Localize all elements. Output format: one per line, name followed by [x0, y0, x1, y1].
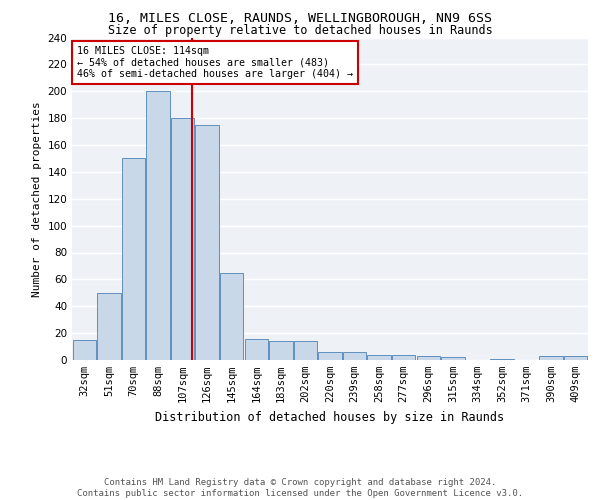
Bar [196, 125, 219, 360]
Bar [564, 356, 587, 360]
Bar [73, 340, 96, 360]
Bar [441, 358, 464, 360]
Text: Size of property relative to detached houses in Raunds: Size of property relative to detached ho… [107, 24, 493, 37]
Y-axis label: Number of detached properties: Number of detached properties [32, 101, 42, 296]
Bar [490, 358, 514, 360]
Bar [245, 338, 268, 360]
Bar [539, 356, 563, 360]
Bar [367, 354, 391, 360]
Bar [171, 118, 194, 360]
X-axis label: Distribution of detached houses by size in Raunds: Distribution of detached houses by size … [155, 410, 505, 424]
Text: 16 MILES CLOSE: 114sqm
← 54% of detached houses are smaller (483)
46% of semi-de: 16 MILES CLOSE: 114sqm ← 54% of detached… [77, 46, 353, 79]
Text: 16, MILES CLOSE, RAUNDS, WELLINGBOROUGH, NN9 6SS: 16, MILES CLOSE, RAUNDS, WELLINGBOROUGH,… [108, 12, 492, 26]
Bar [319, 352, 341, 360]
Bar [343, 352, 366, 360]
Text: Contains HM Land Registry data © Crown copyright and database right 2024.
Contai: Contains HM Land Registry data © Crown c… [77, 478, 523, 498]
Bar [97, 293, 121, 360]
Bar [294, 341, 317, 360]
Bar [220, 272, 244, 360]
Bar [269, 341, 293, 360]
Bar [122, 158, 145, 360]
Bar [146, 91, 170, 360]
Bar [392, 354, 415, 360]
Bar [416, 356, 440, 360]
